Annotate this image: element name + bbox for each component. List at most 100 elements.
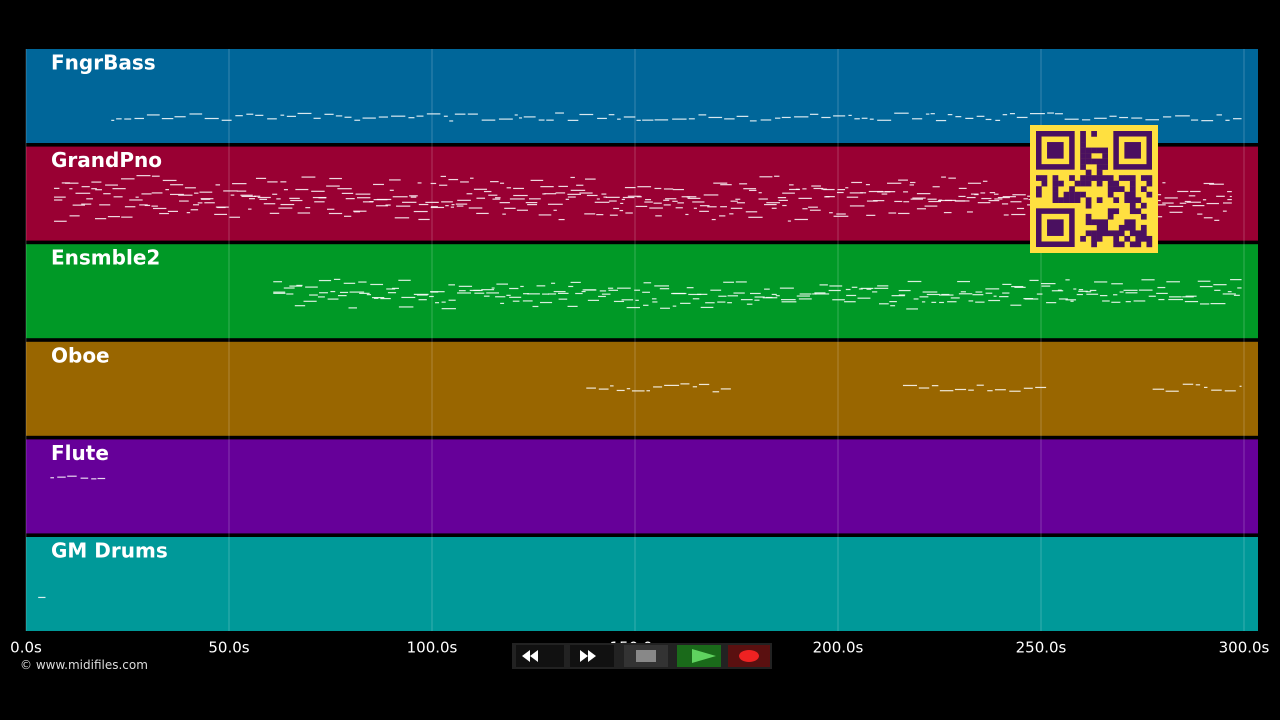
track-name: GM Drums [51, 539, 168, 563]
qr-cell [1129, 202, 1136, 209]
qr-cell [1124, 175, 1131, 181]
track-name: Ensmble2 [51, 246, 160, 270]
qr-cell [1085, 147, 1092, 154]
qr-cell [1096, 169, 1103, 176]
qr-finder [1047, 219, 1064, 236]
qr-cell [1129, 186, 1136, 192]
qr-cell [1140, 230, 1147, 237]
qr-cell [1124, 224, 1131, 231]
qr-cell [1129, 197, 1136, 204]
qr-cell [1085, 153, 1092, 159]
tick-label: 100.0s [407, 639, 458, 657]
qr-cell [1096, 158, 1103, 165]
qr-cell [1052, 191, 1059, 198]
qr-cell [1107, 180, 1114, 187]
qr-cell [1080, 235, 1086, 242]
qr-cell [1146, 191, 1153, 198]
qr-cell [1102, 230, 1109, 237]
qr-cell [1146, 175, 1153, 181]
qr-cell [1096, 230, 1103, 237]
qr-cell [1129, 224, 1136, 231]
qr-cell [1036, 186, 1042, 192]
qr-cell [1096, 224, 1103, 231]
qr-finder [1124, 142, 1141, 159]
qr-cell [1146, 241, 1153, 248]
qr-cell [1052, 197, 1059, 204]
qr-cell [1052, 180, 1059, 187]
qr-cell [1135, 197, 1142, 204]
qr-cell [1036, 175, 1042, 181]
qr-cell [1080, 153, 1086, 159]
qr-cell [1102, 219, 1109, 226]
qr-cell [1096, 164, 1103, 170]
qr-cell [1085, 180, 1092, 187]
forward-button[interactable] [570, 645, 614, 667]
qr-cell [1102, 224, 1109, 231]
qr-cell [1096, 147, 1103, 154]
qr-cell [1140, 224, 1147, 231]
qr-cell [1102, 158, 1109, 165]
qr-cell [1118, 230, 1125, 237]
qr-cell [1080, 136, 1086, 143]
stop-button[interactable] [624, 645, 668, 667]
transport-controls [512, 643, 772, 669]
qr-cell [1091, 158, 1097, 165]
qr-cell [1063, 197, 1070, 204]
qr-code [1030, 125, 1158, 253]
track-lane [26, 244, 1258, 339]
qr-cell [1107, 191, 1114, 198]
qr-cell [1113, 208, 1120, 215]
qr-cell [1118, 175, 1125, 181]
qr-cell [1080, 158, 1086, 165]
qr-cell [1107, 175, 1114, 181]
qr-cell [1063, 191, 1070, 198]
qr-cell [1107, 208, 1114, 215]
qr-cell [1074, 197, 1081, 204]
qr-cell [1124, 197, 1131, 204]
qr-cell [1080, 175, 1086, 181]
qr-cell [1113, 180, 1120, 187]
track-lane [26, 341, 1258, 436]
play-button[interactable] [677, 645, 721, 667]
track-lane [26, 439, 1258, 534]
qr-cell [1085, 219, 1092, 226]
qr-cell [1074, 180, 1081, 187]
qr-cell [1129, 208, 1136, 215]
qr-cell [1096, 219, 1103, 226]
qr-cell [1091, 175, 1097, 181]
qr-cell [1080, 131, 1086, 137]
qr-cell [1129, 230, 1136, 237]
qr-cell [1096, 180, 1103, 187]
track-name: GrandPno [51, 148, 162, 172]
qr-cell [1102, 164, 1109, 170]
track-name: FngrBass [51, 51, 156, 75]
qr-cell [1140, 175, 1147, 181]
qr-cell [1113, 197, 1120, 204]
qr-cell [1124, 219, 1131, 226]
qr-cell [1096, 175, 1103, 181]
qr-cell [1140, 202, 1147, 209]
qr-cell [1129, 219, 1136, 226]
qr-cell [1135, 208, 1142, 215]
qr-cell [1135, 235, 1142, 242]
qr-cell [1080, 147, 1086, 154]
qr-cell [1107, 230, 1114, 237]
qr-cell [1052, 175, 1059, 181]
track-lane [26, 537, 1258, 631]
track-name: Oboe [51, 343, 110, 367]
qr-cell [1113, 241, 1120, 248]
record-button[interactable] [728, 645, 770, 667]
qr-cell [1135, 230, 1142, 237]
qr-cell [1091, 147, 1097, 154]
qr-cell [1080, 142, 1086, 148]
qr-cell [1085, 213, 1092, 220]
qr-cell [1124, 191, 1131, 198]
qr-cell [1091, 219, 1097, 226]
qr-cell [1129, 175, 1136, 181]
qr-cell [1085, 202, 1092, 209]
rewind-button[interactable] [516, 645, 564, 667]
qr-cell [1069, 197, 1075, 204]
qr-cell [1140, 213, 1147, 220]
